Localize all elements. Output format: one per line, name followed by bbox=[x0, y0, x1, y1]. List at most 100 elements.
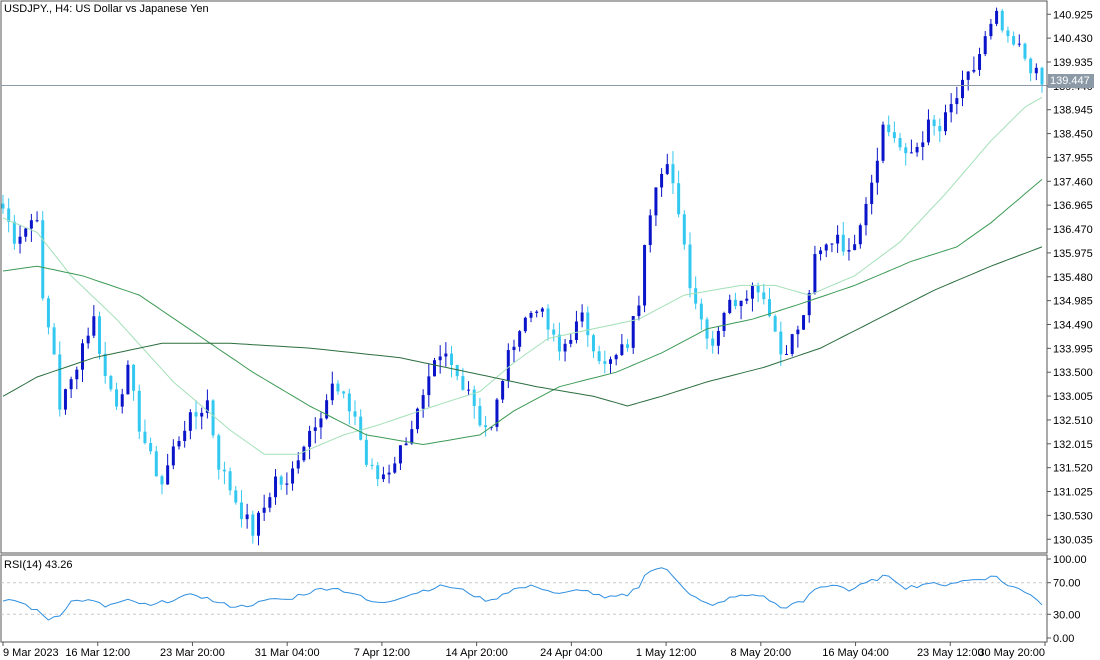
time-tick-label: 9 Mar 2023 bbox=[3, 647, 59, 659]
candle-body bbox=[46, 298, 50, 328]
candle-body bbox=[1, 203, 5, 209]
candle-body bbox=[228, 471, 232, 491]
candle-body bbox=[643, 245, 647, 306]
candle-body bbox=[353, 411, 357, 417]
price-panel-frame bbox=[0, 0, 1048, 554]
candle-body bbox=[1012, 36, 1016, 45]
time-tick-label: 16 May 04:00 bbox=[822, 647, 889, 659]
symbol-label: USDJPY., bbox=[4, 3, 53, 15]
candle-body bbox=[637, 305, 641, 317]
candle-body bbox=[609, 359, 613, 364]
candle-body bbox=[211, 400, 215, 436]
candle-body bbox=[137, 390, 141, 432]
candle-body bbox=[268, 497, 272, 508]
candle-body bbox=[864, 203, 868, 226]
candle-body bbox=[29, 220, 33, 229]
candle-body bbox=[983, 36, 987, 55]
price-tick-label: 137.955 bbox=[1053, 152, 1093, 164]
candle-body bbox=[222, 469, 226, 472]
price-tick-label: 136.470 bbox=[1053, 224, 1093, 236]
candle-body bbox=[694, 288, 698, 304]
candle-body bbox=[546, 308, 550, 330]
candle-body bbox=[313, 427, 317, 431]
candle-body bbox=[716, 330, 720, 346]
rsi-tick-label: 30.00 bbox=[1053, 609, 1081, 621]
candle-body bbox=[86, 335, 90, 344]
candle-body bbox=[126, 364, 130, 395]
candle-body bbox=[506, 350, 510, 381]
chart-title: USDJPY., H4: US Dollar vs Japanese Yen bbox=[4, 3, 209, 15]
candle-body bbox=[421, 395, 425, 409]
candle-body bbox=[802, 315, 806, 330]
rsi-tick-label: 100.00 bbox=[1053, 554, 1087, 566]
candle-body bbox=[847, 250, 851, 252]
price-tick-label: 132.015 bbox=[1053, 439, 1093, 451]
candle-body bbox=[143, 431, 147, 444]
candle-body bbox=[892, 132, 896, 139]
candle-body bbox=[671, 164, 675, 184]
candle-body bbox=[166, 465, 170, 485]
candle-body bbox=[35, 220, 39, 222]
candle-body bbox=[308, 430, 312, 447]
candle-body bbox=[427, 376, 431, 396]
candle-body bbox=[120, 394, 124, 407]
candle-body bbox=[359, 416, 363, 440]
candle-body bbox=[688, 244, 692, 289]
candle-body bbox=[342, 391, 346, 394]
candle-body bbox=[325, 400, 329, 419]
candle-body bbox=[898, 138, 902, 148]
candle-body bbox=[779, 331, 783, 355]
candle-body bbox=[103, 353, 107, 377]
time-tick-label: 14 Apr 20:00 bbox=[445, 647, 507, 659]
time-tick-label: 1 May 12:00 bbox=[636, 647, 697, 659]
candle-body bbox=[813, 254, 817, 293]
time-tick-label: 31 Mar 04:00 bbox=[255, 647, 320, 659]
candle-body bbox=[41, 220, 45, 299]
candle-body bbox=[455, 365, 459, 377]
candle-body bbox=[432, 360, 436, 377]
candle-body bbox=[472, 389, 476, 406]
rsi-panel-frame bbox=[0, 554, 1048, 643]
candle-body bbox=[961, 79, 965, 99]
candle-body bbox=[92, 316, 96, 336]
candle-body bbox=[733, 299, 737, 307]
candle-body bbox=[115, 389, 119, 407]
candle-body bbox=[194, 412, 198, 417]
candle-body bbox=[722, 312, 726, 331]
candle-body bbox=[887, 124, 891, 133]
candle-body bbox=[467, 389, 471, 391]
candle-body bbox=[552, 329, 556, 335]
candle-body bbox=[682, 214, 686, 245]
candle-body bbox=[109, 376, 113, 390]
candle-body bbox=[75, 369, 79, 380]
price-tick-label: 138.450 bbox=[1053, 129, 1093, 141]
candle-body bbox=[154, 451, 158, 477]
candle-body bbox=[904, 147, 908, 154]
candle-body bbox=[995, 10, 999, 24]
candle-body bbox=[438, 356, 442, 361]
candle-body bbox=[205, 400, 209, 413]
price-tick-label: 138.945 bbox=[1053, 105, 1093, 117]
candle-body bbox=[398, 445, 402, 464]
candle-body bbox=[603, 361, 607, 364]
candle-body bbox=[563, 343, 567, 352]
candle-body bbox=[98, 316, 102, 354]
candle-body bbox=[807, 292, 811, 316]
candle-body bbox=[949, 104, 953, 113]
candle-body bbox=[1023, 43, 1027, 59]
candle-body bbox=[796, 329, 800, 335]
candle-body bbox=[756, 285, 760, 293]
candle-body bbox=[580, 312, 584, 322]
candle-body bbox=[251, 514, 255, 536]
candle-body bbox=[302, 446, 306, 461]
candle-body bbox=[188, 412, 192, 431]
candle-body bbox=[523, 317, 527, 332]
candle-body bbox=[1040, 67, 1044, 85]
candle-body bbox=[217, 435, 221, 470]
candle-body bbox=[631, 316, 635, 348]
candle-body bbox=[285, 483, 289, 485]
price-tick-label: 131.025 bbox=[1053, 487, 1093, 499]
candle-body bbox=[654, 187, 658, 216]
candle-body bbox=[58, 354, 62, 410]
